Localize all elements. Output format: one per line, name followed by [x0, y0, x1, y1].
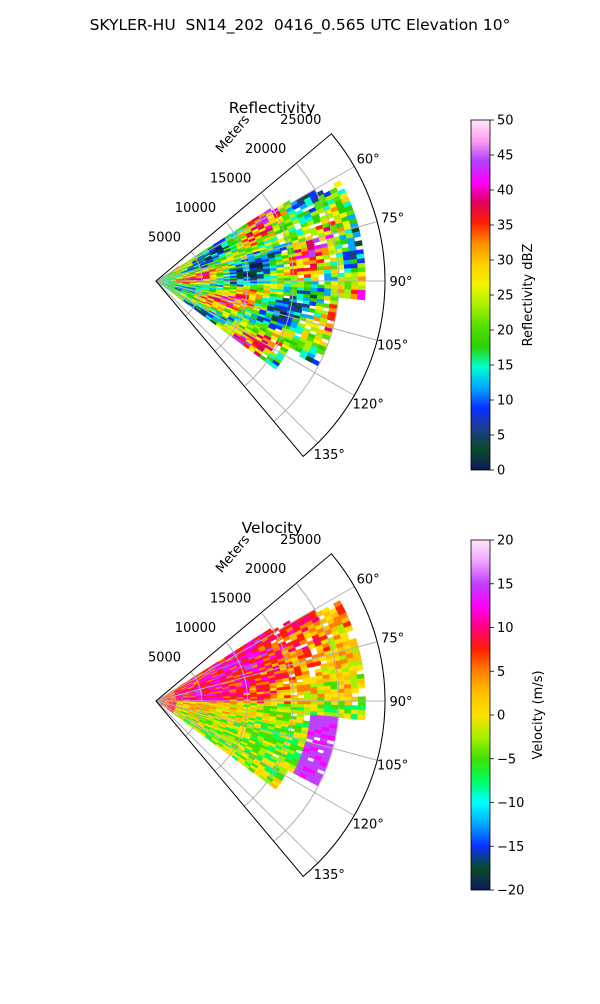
colorbar-tick-label: −5: [497, 752, 516, 767]
colorbar-tick-label: 10: [497, 394, 514, 409]
azimuth-tick-label: 75°: [381, 212, 404, 227]
azimuth-tick-label: 90°: [389, 275, 412, 290]
colorbar-tick-label: 50: [497, 114, 514, 129]
azimuth-tick-label: 120°: [353, 818, 384, 833]
radar-panel-2: −20 −15 −10 −5 0 5 10 15 20 Velocity (m/s) Velocit…: [148, 519, 546, 899]
azimuth-tick-label: 135°: [314, 868, 345, 883]
colorbar-tick-label: 20: [497, 324, 514, 339]
range-ring: [214, 221, 249, 352]
azimuth-tick-label: 90°: [389, 695, 412, 710]
range-tick-label: 10000: [175, 621, 216, 636]
range-ring: [243, 192, 294, 387]
panel-title: Velocity: [242, 519, 303, 537]
colorbar-tick-label: −10: [497, 796, 524, 811]
range-ring: [214, 641, 249, 772]
range-tick-label: 15000: [210, 172, 251, 187]
colorbar-tick-label: 0: [497, 464, 505, 479]
range-tick-label: 20000: [245, 142, 286, 157]
colorbar-tick-label: 35: [497, 219, 514, 234]
azimuth-tick-label: 60°: [357, 153, 380, 168]
azimuth-tick-label: 120°: [353, 398, 384, 413]
sector-outline: [155, 133, 386, 458]
azimuth-spoke: [155, 700, 355, 816]
colorbar-gradient: [470, 539, 491, 891]
colorbar-tick-label: 5: [497, 429, 505, 444]
colorbar-tick-label: 25: [497, 289, 514, 304]
range-tick-label: 20000: [245, 562, 286, 577]
azimuth-spoke: [155, 221, 378, 282]
azimuth-spoke: [155, 166, 355, 282]
azimuth-tick-label: 75°: [381, 632, 404, 647]
sector-outline: [155, 553, 386, 878]
colorbar-tick-label: −20: [497, 884, 524, 899]
azimuth-spoke: [155, 280, 378, 341]
radar-data-field: [156, 600, 366, 790]
panel-title: Reflectivity: [229, 99, 316, 117]
azimuth-tick-label: 105°: [377, 758, 408, 773]
range-tick-label: 10000: [175, 201, 216, 216]
range-tick-label: 5000: [148, 231, 181, 246]
range-tick-label: 5000: [148, 651, 181, 666]
radar-data-field: [156, 180, 366, 370]
colorbar: −20 −15 −10 −5 0 5 10 15 20 Velocity (m/s): [470, 534, 546, 899]
azimuth-spoke: [155, 280, 319, 444]
colorbar-tick-label: 45: [497, 149, 514, 164]
range-ring: [273, 162, 340, 422]
azimuth-spoke: [155, 641, 378, 702]
azimuth-spoke: [155, 700, 378, 761]
azimuth-spoke: [155, 586, 355, 702]
radar-panel-1: 0 5 10 15 20 25 30 35 40 45 50 Reflectivity dBZ Refl…: [148, 99, 536, 479]
colorbar-tick-label: 30: [497, 254, 514, 269]
azimuth-spoke: [155, 700, 319, 864]
azimuth-tick-label: 105°: [377, 338, 408, 353]
range-tick-label: 15000: [210, 592, 251, 607]
colorbar-tick-label: 15: [497, 577, 514, 592]
colorbar-gradient: [470, 119, 491, 471]
colorbar-label: Velocity (m/s): [531, 670, 546, 759]
azimuth-spoke: [155, 280, 355, 396]
figure-title: SKYLER-HU SN14_202 0416_0.565 UTC Elevat…: [89, 16, 511, 34]
colorbar-tick-label: 5: [497, 665, 505, 680]
colorbar-label: Reflectivity dBZ: [521, 244, 536, 347]
range-tick-label: 25000: [280, 113, 321, 128]
colorbar: 0 5 10 15 20 25 30 35 40 45 50 Reflectivity dBZ: [470, 114, 536, 479]
azimuth-tick-label: 135°: [314, 448, 345, 463]
colorbar-tick-label: 15: [497, 359, 514, 374]
colorbar-tick-label: −15: [497, 840, 524, 855]
range-ring: [243, 612, 294, 807]
colorbar-tick-label: 0: [497, 709, 505, 724]
colorbar-tick-label: 20: [497, 534, 514, 549]
range-tick-label: 25000: [280, 533, 321, 548]
azimuth-tick-label: 60°: [357, 573, 380, 588]
colorbar-tick-label: 10: [497, 621, 514, 636]
colorbar-tick-label: 40: [497, 184, 514, 199]
range-ring: [273, 582, 340, 842]
polar-grid: [155, 553, 386, 877]
